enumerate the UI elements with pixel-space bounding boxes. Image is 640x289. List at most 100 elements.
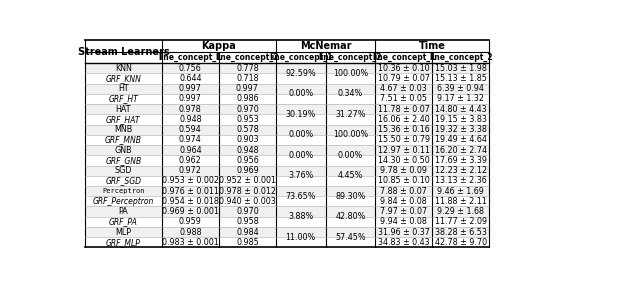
Text: McNemar: McNemar: [300, 41, 351, 51]
FancyBboxPatch shape: [85, 94, 489, 104]
Text: 31.27%: 31.27%: [335, 110, 365, 119]
Text: line_concept_2: line_concept_2: [216, 53, 279, 62]
FancyBboxPatch shape: [85, 145, 489, 155]
Text: 0.997: 0.997: [179, 95, 202, 103]
Text: 0.34%: 0.34%: [338, 89, 363, 98]
Text: line_concept_2: line_concept_2: [429, 53, 492, 62]
Text: line_concept_2: line_concept_2: [319, 53, 382, 62]
Text: 14.80 ± 4.43: 14.80 ± 4.43: [435, 105, 486, 114]
FancyBboxPatch shape: [85, 176, 489, 186]
Text: 0.756: 0.756: [179, 64, 202, 73]
Text: 3.88%: 3.88%: [288, 212, 314, 221]
Text: 0.959: 0.959: [179, 217, 202, 226]
Text: KNN: KNN: [115, 64, 132, 73]
Text: 16.06 ± 2.40: 16.06 ± 2.40: [378, 115, 429, 124]
Text: 0.903: 0.903: [236, 136, 259, 144]
Text: 0.976 ± 0.011: 0.976 ± 0.011: [162, 187, 219, 196]
Text: 17.69 ± 3.39: 17.69 ± 3.39: [435, 156, 486, 165]
FancyBboxPatch shape: [85, 73, 489, 84]
Text: HT: HT: [118, 84, 129, 93]
Text: PA: PA: [118, 207, 128, 216]
Text: 57.45%: 57.45%: [335, 233, 365, 242]
Text: 15.50 ± 0.79: 15.50 ± 0.79: [378, 136, 429, 144]
Text: 0.578: 0.578: [236, 125, 259, 134]
Text: 0.985: 0.985: [236, 238, 259, 247]
Text: 0.718: 0.718: [236, 74, 259, 83]
Text: 9.78 ± 0.09: 9.78 ± 0.09: [380, 166, 427, 175]
FancyBboxPatch shape: [85, 237, 489, 247]
Text: 7.51 ± 0.05: 7.51 ± 0.05: [380, 95, 427, 103]
Text: 9.84 ± 0.08: 9.84 ± 0.08: [380, 197, 427, 206]
Text: 4.45%: 4.45%: [338, 171, 363, 180]
Text: 9.94 ± 0.08: 9.94 ± 0.08: [380, 217, 427, 226]
Text: 12.23 ± 2.12: 12.23 ± 2.12: [435, 166, 487, 175]
FancyBboxPatch shape: [85, 166, 489, 176]
Text: 11.00%: 11.00%: [285, 233, 316, 242]
Text: 0.970: 0.970: [236, 105, 259, 114]
Text: 0.00%: 0.00%: [288, 89, 314, 98]
Text: GRF_MLP: GRF_MLP: [106, 238, 141, 247]
Text: GRF_SGD: GRF_SGD: [106, 176, 141, 185]
Text: 0.00%: 0.00%: [288, 130, 314, 139]
Text: 0.974: 0.974: [179, 136, 202, 144]
Text: line_concept_1: line_concept_1: [269, 53, 332, 62]
Text: Stream Learners: Stream Learners: [77, 47, 169, 57]
Text: 12.97 ± 0.11: 12.97 ± 0.11: [378, 146, 429, 155]
Text: 0.948: 0.948: [236, 146, 259, 155]
Text: 0.986: 0.986: [236, 95, 259, 103]
Text: 0.00%: 0.00%: [288, 151, 314, 160]
Text: GRF_HT: GRF_HT: [109, 95, 138, 103]
Text: GRF_HAT: GRF_HAT: [106, 115, 141, 124]
Text: 4.67 ± 0.03: 4.67 ± 0.03: [380, 84, 427, 93]
Text: 31.96 ± 0.37: 31.96 ± 0.37: [378, 227, 429, 237]
Text: SGD: SGD: [115, 166, 132, 175]
Text: 89.30%: 89.30%: [335, 192, 365, 201]
FancyBboxPatch shape: [85, 114, 489, 125]
Text: 14.30 ± 0.50: 14.30 ± 0.50: [378, 156, 429, 165]
Text: 10.36 ± 0.10: 10.36 ± 0.10: [378, 64, 429, 73]
FancyBboxPatch shape: [85, 227, 489, 237]
Text: line_concept_1: line_concept_1: [372, 53, 435, 62]
FancyBboxPatch shape: [85, 217, 489, 227]
Text: 0.953 ± 0.002: 0.953 ± 0.002: [162, 176, 219, 185]
Text: 0.997: 0.997: [236, 84, 259, 93]
Text: 6.39 ± 0.94: 6.39 ± 0.94: [437, 84, 484, 93]
Text: 34.83 ± 0.43: 34.83 ± 0.43: [378, 238, 429, 247]
Text: 42.78 ± 9.70: 42.78 ± 9.70: [435, 238, 487, 247]
FancyBboxPatch shape: [85, 206, 489, 217]
Text: 0.954 ± 0.018: 0.954 ± 0.018: [162, 197, 219, 206]
FancyBboxPatch shape: [85, 155, 489, 166]
Text: 0.594: 0.594: [179, 125, 202, 134]
Text: HAT: HAT: [116, 105, 131, 114]
Text: 16.20 ± 2.74: 16.20 ± 2.74: [435, 146, 486, 155]
Text: 9.46 ± 1.69: 9.46 ± 1.69: [437, 187, 484, 196]
Text: 0.969 ± 0.001: 0.969 ± 0.001: [162, 207, 219, 216]
Text: 10.79 ± 0.07: 10.79 ± 0.07: [378, 74, 429, 83]
Text: 0.778: 0.778: [236, 64, 259, 73]
Text: 13.13 ± 2.36: 13.13 ± 2.36: [435, 176, 486, 185]
Text: 92.59%: 92.59%: [285, 69, 316, 78]
Text: 0.969: 0.969: [236, 166, 259, 175]
Text: 0.644: 0.644: [179, 74, 202, 83]
Text: 0.940 ± 0.003: 0.940 ± 0.003: [219, 197, 276, 206]
FancyBboxPatch shape: [85, 186, 489, 196]
Text: GRF_MNB: GRF_MNB: [105, 136, 142, 144]
Text: 19.49 ± 4.64: 19.49 ± 4.64: [435, 136, 486, 144]
Text: 100.00%: 100.00%: [333, 130, 368, 139]
FancyBboxPatch shape: [85, 135, 489, 145]
Text: 3.76%: 3.76%: [288, 171, 314, 180]
Text: line_concept_1: line_concept_1: [159, 53, 222, 62]
Text: 0.956: 0.956: [236, 156, 259, 165]
Text: GRF_Perceptron: GRF_Perceptron: [93, 197, 154, 206]
FancyBboxPatch shape: [85, 104, 489, 114]
Text: MLP: MLP: [115, 227, 131, 237]
Text: 0.964: 0.964: [179, 146, 202, 155]
Text: 0.997: 0.997: [179, 84, 202, 93]
Text: 0.953: 0.953: [236, 115, 259, 124]
Text: 38.28 ± 6.53: 38.28 ± 6.53: [435, 227, 486, 237]
Text: Perceptron: Perceptron: [102, 188, 145, 194]
Text: 9.17 ± 1.32: 9.17 ± 1.32: [437, 95, 484, 103]
Text: 15.36 ± 0.16: 15.36 ± 0.16: [378, 125, 429, 134]
Text: 0.948: 0.948: [179, 115, 202, 124]
Text: 0.962: 0.962: [179, 156, 202, 165]
